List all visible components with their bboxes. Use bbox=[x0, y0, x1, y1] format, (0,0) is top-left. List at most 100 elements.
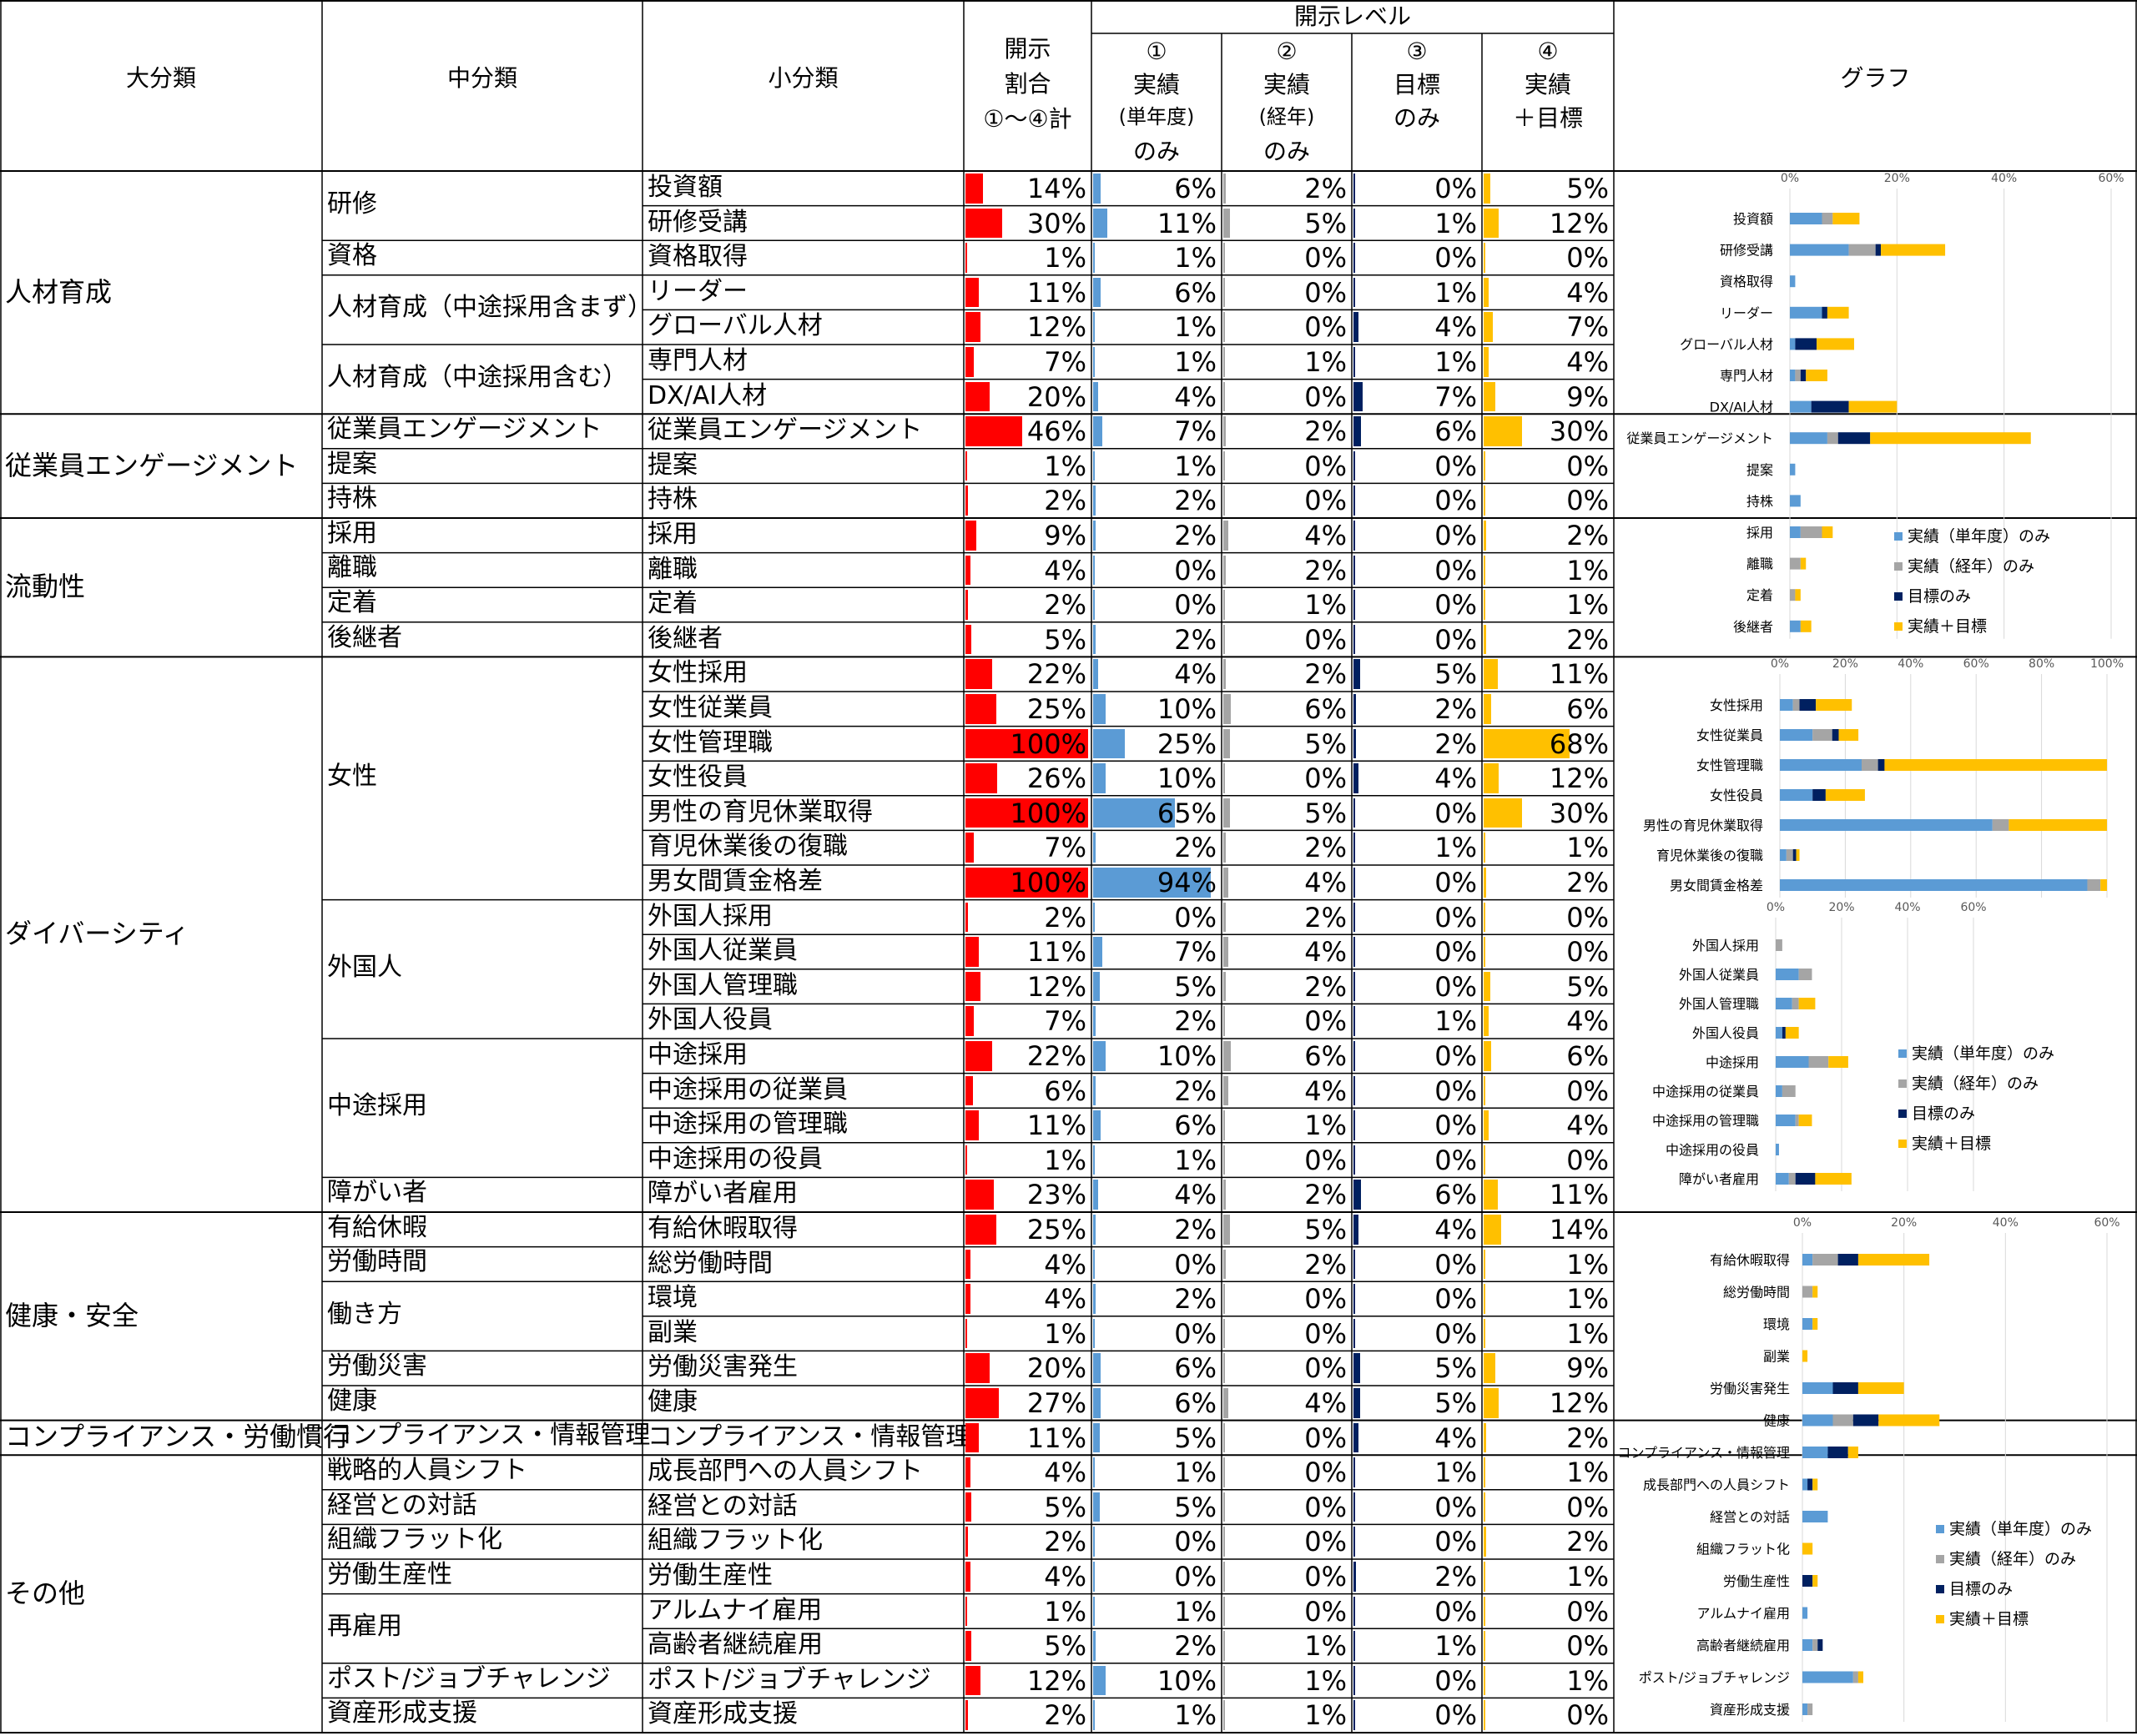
databar-l1 bbox=[1093, 486, 1096, 516]
value-l3: 1% bbox=[1434, 1630, 1477, 1663]
databar-l3 bbox=[1353, 1457, 1355, 1487]
value-l3: 1% bbox=[1434, 1457, 1477, 1489]
bar-segment bbox=[1837, 432, 1871, 445]
databar-l1 bbox=[1093, 1422, 1100, 1453]
bar-segment bbox=[1857, 1382, 1904, 1394]
databar-l3 bbox=[1353, 1665, 1355, 1696]
value-l4: 2% bbox=[1566, 1422, 1609, 1454]
databar-l2 bbox=[1223, 1145, 1225, 1175]
value-l2: 2% bbox=[1304, 1248, 1347, 1281]
databar-l3 bbox=[1353, 1422, 1358, 1453]
databar-total bbox=[965, 1631, 972, 1661]
row-label: グローバル人材 bbox=[648, 311, 823, 341]
value-l1: 65% bbox=[1157, 797, 1217, 829]
databar-total bbox=[965, 416, 1022, 446]
category-tick-label: 副業 bbox=[1763, 1349, 1790, 1365]
row-label: 資産形成支援 bbox=[648, 1699, 798, 1729]
value-l4: 0% bbox=[1566, 242, 1609, 274]
databar-l3 bbox=[1353, 590, 1355, 620]
value-l2: 0% bbox=[1304, 242, 1347, 274]
value-l3: 0% bbox=[1434, 1074, 1477, 1107]
subcategory-label: 定着 bbox=[327, 588, 377, 617]
value-l2: 0% bbox=[1304, 1422, 1347, 1454]
bar-segment bbox=[1799, 699, 1817, 711]
databar-l1 bbox=[1093, 1492, 1100, 1522]
databar-l2 bbox=[1223, 208, 1230, 239]
databar-l1 bbox=[1093, 1249, 1095, 1280]
bar-segment bbox=[1790, 275, 1796, 288]
row-label: 投資額 bbox=[648, 173, 723, 202]
value-l2: 5% bbox=[1304, 1214, 1347, 1245]
value-l3: 0% bbox=[1434, 936, 1477, 969]
databar-l4 bbox=[1484, 1318, 1485, 1349]
category-tick-label: 育児休業後の復職 bbox=[1656, 848, 1763, 863]
value-total: 100% bbox=[1010, 867, 1086, 898]
bar-segment bbox=[2087, 879, 2101, 891]
tick-label: 40% bbox=[1898, 657, 1923, 671]
databar-l3 bbox=[1353, 208, 1355, 239]
value-l2: 2% bbox=[1304, 1179, 1347, 1211]
databar-total bbox=[965, 1041, 993, 1071]
bar-segment bbox=[2008, 819, 2107, 831]
bar-segment bbox=[1790, 338, 1796, 350]
value-l3: 0% bbox=[1434, 1144, 1477, 1176]
databar-l4 bbox=[1484, 381, 1495, 412]
value-total: 20% bbox=[1026, 1352, 1086, 1385]
subcategory-label: コンプライアンス・情報管理 bbox=[327, 1421, 651, 1451]
databar-l3 bbox=[1353, 1041, 1355, 1071]
databar-l3 bbox=[1353, 1075, 1355, 1106]
databar-total bbox=[965, 347, 975, 377]
value-l1: 2% bbox=[1174, 1630, 1217, 1663]
databar-l2 bbox=[1223, 1318, 1225, 1349]
value-l1: 0% bbox=[1174, 901, 1217, 933]
value-l4: 1% bbox=[1566, 1248, 1609, 1281]
value-l3: 2% bbox=[1434, 727, 1477, 760]
header-lv2-line: 実績 bbox=[1263, 71, 1310, 98]
bar-segment bbox=[1800, 370, 1807, 381]
value-total: 6% bbox=[1044, 1074, 1086, 1107]
category-tick-label: 高齢者継続雇用 bbox=[1696, 1638, 1790, 1653]
category-tick-label: 組織フラット化 bbox=[1696, 1542, 1790, 1557]
value-total: 7% bbox=[1044, 832, 1086, 864]
value-l4: 6% bbox=[1566, 1040, 1609, 1072]
databar-l3 bbox=[1353, 868, 1355, 898]
value-l3: 1% bbox=[1434, 346, 1477, 378]
databar-l3 bbox=[1353, 694, 1356, 724]
databar-l4 bbox=[1484, 1353, 1495, 1383]
value-l2: 6% bbox=[1304, 693, 1347, 725]
databar-l4 bbox=[1484, 902, 1485, 933]
value-l4: 2% bbox=[1566, 623, 1609, 656]
row-label: 研修受講 bbox=[648, 207, 748, 237]
bar-segment bbox=[1848, 244, 1876, 256]
databar-l4 bbox=[1484, 728, 1570, 759]
subcategory-label: 健康 bbox=[327, 1386, 377, 1416]
databar-l4 bbox=[1484, 243, 1485, 273]
bar-segment bbox=[1808, 1056, 1829, 1068]
databar-l1 bbox=[1093, 798, 1175, 828]
value-total: 11% bbox=[1026, 276, 1086, 309]
value-total: 5% bbox=[1044, 623, 1086, 656]
databar-l2 bbox=[1223, 1041, 1231, 1071]
bar-segment bbox=[1884, 759, 2107, 771]
value-l4: 0% bbox=[1566, 1144, 1609, 1176]
value-total: 12% bbox=[1026, 970, 1086, 1003]
bar-segment bbox=[1796, 849, 1800, 861]
header-graph: グラフ bbox=[1840, 64, 1911, 92]
value-l2: 2% bbox=[1304, 901, 1347, 933]
tick-label: 20% bbox=[1884, 172, 1910, 185]
value-l1: 94% bbox=[1157, 867, 1217, 898]
value-l3: 5% bbox=[1434, 1352, 1477, 1385]
databar-l4 bbox=[1484, 1596, 1485, 1627]
databar-total bbox=[965, 1284, 970, 1314]
databar-l3 bbox=[1353, 347, 1355, 377]
tick-label: 60% bbox=[2094, 1216, 2119, 1230]
value-l1: 0% bbox=[1174, 1317, 1217, 1350]
header-lv1-line: ① bbox=[1146, 38, 1167, 65]
value-total: 26% bbox=[1026, 762, 1086, 795]
category-tick-label: 労働生産性 bbox=[1723, 1573, 1790, 1589]
row-label: 資格取得 bbox=[648, 242, 748, 272]
bar-segment bbox=[1992, 819, 2009, 831]
bar-segment bbox=[1798, 969, 1812, 980]
databar-l1 bbox=[1093, 1041, 1106, 1071]
